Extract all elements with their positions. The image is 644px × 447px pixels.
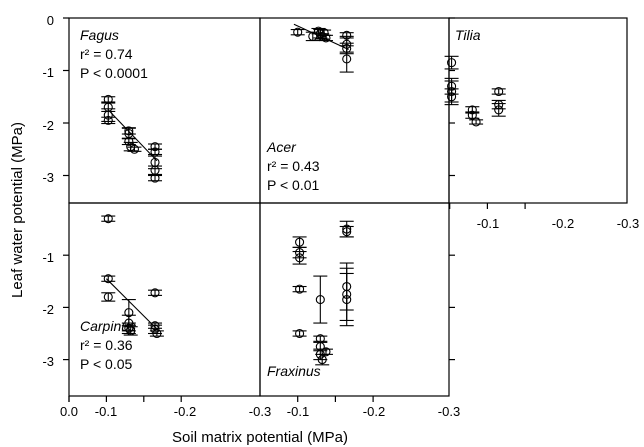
panel-r2-fagus: r² = 0.74 [80, 46, 133, 62]
data-point-acer [342, 54, 352, 64]
data-point-fraxinus [295, 253, 305, 263]
panel-title-acer: Acer [266, 139, 297, 155]
data-point-carpinus [103, 214, 113, 224]
panel-frame-fraxinus [259, 202, 450, 397]
data-point-carpinus [150, 324, 160, 334]
regression-line-carpinus [106, 278, 160, 332]
x-tick-label: -0.3 [438, 404, 460, 419]
data-point-tilia [471, 117, 481, 127]
x-tick-label: -0.1 [95, 404, 117, 419]
panel-title-fraxinus: Fraxinus [267, 363, 321, 379]
x-tick-label: -0.2 [552, 216, 574, 231]
data-point-acer [319, 28, 329, 38]
x-tick-label: -0.3 [617, 216, 639, 231]
panel-p-acer: P < 0.01 [267, 177, 320, 193]
data-point-fagus [103, 115, 113, 125]
panel-r2-carpinus: r² = 0.36 [80, 337, 133, 353]
data-point-fraxinus [342, 295, 352, 305]
data-point-carpinus [124, 323, 134, 333]
data-point-fraxinus [295, 284, 305, 294]
y-tick-label: -2 [42, 302, 54, 317]
data-point-carpinus [152, 328, 162, 339]
x-tick-label: -0.1 [287, 404, 309, 419]
data-point-fraxinus [315, 295, 325, 305]
regression-line-acer [293, 23, 349, 50]
y-axis-title: Leaf water potential (MPa) [9, 122, 26, 298]
data-point-fraxinus [321, 347, 331, 357]
x-tick-label: -0.2 [363, 404, 385, 419]
data-point-tilia [447, 92, 457, 102]
data-point-carpinus [103, 274, 113, 284]
data-point-tilia [494, 86, 504, 97]
panel-p-fagus: P < 0.0001 [80, 65, 148, 81]
data-point-tilia [467, 110, 477, 120]
panels [63, 17, 628, 402]
y-tick-label: -2 [42, 118, 54, 133]
data-point-fagus [150, 173, 160, 183]
y-tick-label: -3 [42, 170, 54, 185]
panel-frame-tilia [448, 17, 628, 204]
panel-title-fagus: Fagus [80, 27, 119, 43]
data-point-carpinus [103, 292, 113, 302]
data-point-fraxinus [342, 227, 352, 237]
panel-title-tilia: Tilia [455, 27, 481, 43]
x-tick-label: -0.1 [477, 216, 499, 231]
data-point-fraxinus [295, 237, 305, 247]
y-tick-label: -3 [42, 354, 54, 369]
x-tick-label: -0.3 [249, 404, 271, 419]
y-tick-label: -1 [42, 65, 54, 80]
panel-p-carpinus: P < 0.05 [80, 356, 133, 372]
panel-title-carpinus: Carpinus [80, 318, 136, 334]
y-tick-label: 0 [47, 13, 54, 28]
x-axis-title: Soil matrix potential (MPa) [172, 429, 348, 446]
x-tick-label: -0.2 [174, 404, 196, 419]
data-point-tilia [447, 58, 457, 68]
data-point-fagus [124, 136, 134, 146]
data-point-acer [293, 27, 303, 37]
data-point-carpinus [150, 288, 160, 298]
data-point-fraxinus [295, 328, 305, 339]
y-tick-label: -1 [42, 250, 54, 265]
panel-r2-acer: r² = 0.43 [267, 158, 320, 174]
data-point-acer [321, 33, 331, 43]
x-tick-label: 0.0 [60, 404, 78, 419]
data-point-fagus [129, 144, 139, 154]
data-point-fraxinus [317, 355, 327, 365]
data-point-carpinus [126, 326, 136, 336]
panel-frame-acer [259, 17, 450, 204]
data-point-tilia [494, 105, 504, 115]
